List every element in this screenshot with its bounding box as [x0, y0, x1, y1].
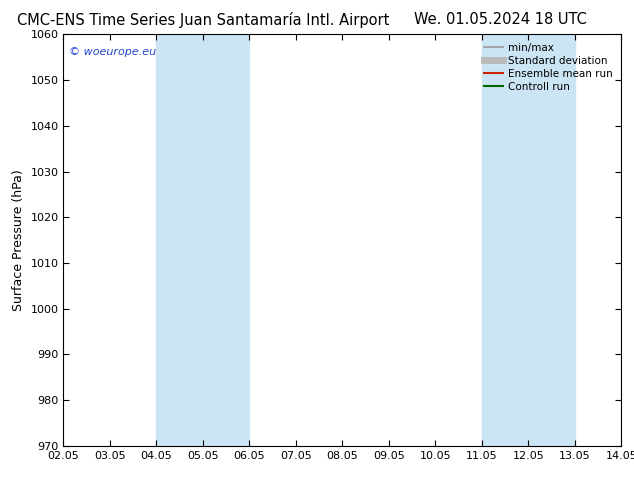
- Bar: [157, 34, 249, 446]
- Y-axis label: Surface Pressure (hPa): Surface Pressure (hPa): [12, 169, 25, 311]
- Bar: [482, 34, 575, 446]
- Text: CMC-ENS Time Series Juan Santamaría Intl. Airport: CMC-ENS Time Series Juan Santamaría Intl…: [16, 12, 389, 28]
- Legend: min/max, Standard deviation, Ensemble mean run, Controll run: min/max, Standard deviation, Ensemble me…: [481, 40, 616, 95]
- Text: We. 01.05.2024 18 UTC: We. 01.05.2024 18 UTC: [415, 12, 587, 27]
- Text: © woeurope.eu: © woeurope.eu: [69, 47, 156, 57]
